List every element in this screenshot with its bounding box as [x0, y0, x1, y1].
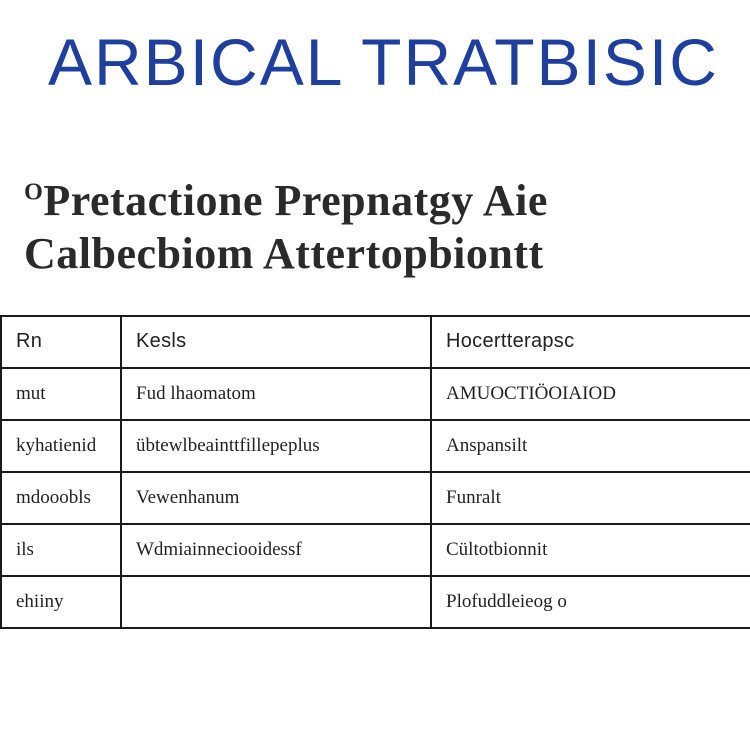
table-cell: Plofuddleieog o: [431, 576, 750, 628]
table-header-cell: Kesls: [121, 316, 431, 368]
document-page: ARBICAL TRATBISIC OPretactione Prepnatgy…: [0, 0, 750, 750]
table-cell: kyhatienid: [1, 420, 121, 472]
subtitle-line-1-text: Pretactione Prepnatgy Aie: [43, 176, 548, 225]
table-cell: Anspansilt: [431, 420, 750, 472]
table-cell: mdooobls: [1, 472, 121, 524]
table-header-cell: Rn: [1, 316, 121, 368]
table-row: mut Fud lhaomatom AMUOCTIÖOIAIOD: [1, 368, 750, 420]
table-header-cell: Hocertterapsc: [431, 316, 750, 368]
subtitle-line-1: OPretactione Prepnatgy Aie: [24, 175, 750, 228]
subtitle-sup: O: [24, 179, 43, 206]
table-cell: ehiiny: [1, 576, 121, 628]
table-cell: Vewenhanum: [121, 472, 431, 524]
table-body: mut Fud lhaomatom AMUOCTIÖOIAIOD kyhatie…: [1, 368, 750, 628]
table-row: ils Wdmiainneciooidessf Cültotbionnit: [1, 524, 750, 576]
table-row: mdooobls Vewenhanum Funralt: [1, 472, 750, 524]
table-row: ehiiny Plofuddleieog o: [1, 576, 750, 628]
data-table: Rn Kesls Hocertterapsc mut Fud lhaomatom…: [0, 315, 750, 629]
table-cell: ils: [1, 524, 121, 576]
subtitle-line-2: Calbecbiom Attertopbiontt: [24, 228, 750, 281]
table-cell: mut: [1, 368, 121, 420]
main-title: ARBICAL TRATBISIC: [0, 28, 750, 97]
table-cell: Fud lhaomatom: [121, 368, 431, 420]
table-row: kyhatienid übtewlbeainttfillepeplus Ansp…: [1, 420, 750, 472]
table-cell: Wdmiainneciooidessf: [121, 524, 431, 576]
table-cell: Cültotbionnit: [431, 524, 750, 576]
table-cell: [121, 576, 431, 628]
table-cell: übtewlbeainttfillepeplus: [121, 420, 431, 472]
subtitle-block: OPretactione Prepnatgy Aie Calbecbiom At…: [0, 175, 750, 281]
table-cell: AMUOCTIÖOIAIOD: [431, 368, 750, 420]
table-header-row: Rn Kesls Hocertterapsc: [1, 316, 750, 368]
table-cell: Funralt: [431, 472, 750, 524]
